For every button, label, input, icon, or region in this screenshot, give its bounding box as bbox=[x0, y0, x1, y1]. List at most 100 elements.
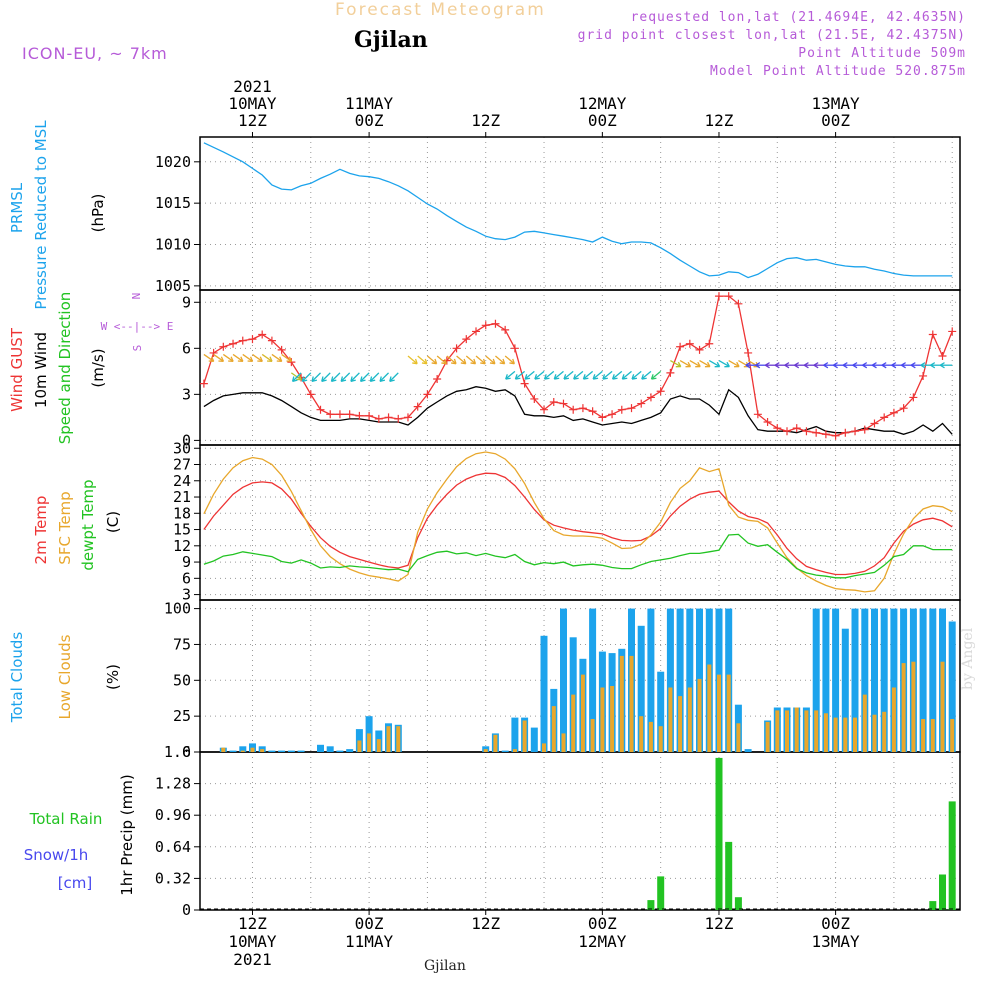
total-clouds-bar bbox=[647, 608, 655, 752]
wind-gust-marker bbox=[248, 335, 257, 344]
temperature-ytick-label: 6 bbox=[182, 569, 191, 587]
wind-direction-arrowhead bbox=[891, 362, 897, 369]
low-clouds-bar bbox=[911, 661, 916, 752]
side-label-cm: [cm] bbox=[58, 874, 93, 892]
wind-direction-arrowhead bbox=[228, 356, 234, 362]
wind-gust-marker bbox=[734, 299, 743, 308]
low-clouds-bar bbox=[250, 747, 255, 752]
wind-direction-arrow bbox=[573, 370, 584, 380]
wind-gust-marker bbox=[860, 425, 869, 434]
bottom-time-label: 12Z bbox=[238, 914, 267, 933]
wind-gust-marker bbox=[452, 344, 461, 353]
wind-direction-arrowhead bbox=[301, 376, 308, 382]
gridpoint-coords: grid point closest lon,lat (21.5E, 42.43… bbox=[577, 28, 966, 43]
wind-series-wind-gust bbox=[203, 295, 953, 437]
temperature-ytick-label: 30 bbox=[173, 439, 191, 457]
wind-direction-arrowhead bbox=[451, 358, 457, 365]
top-time-label: 11MAY bbox=[345, 94, 394, 113]
wind-direction-arrowhead bbox=[774, 362, 780, 369]
total-clouds-bar bbox=[861, 608, 869, 752]
wind-direction-arrowhead bbox=[321, 376, 327, 382]
wind-direction-arrow bbox=[544, 370, 555, 380]
model-label: ICON-EU, ~ 7km bbox=[22, 44, 168, 63]
temperature-ytick-label: 12 bbox=[173, 537, 191, 555]
total-clouds-bar bbox=[511, 717, 519, 752]
side-label-pressure-msl: Pressure Reduced to MSL bbox=[32, 120, 50, 310]
wind-direction-arrowhead bbox=[602, 374, 608, 380]
wind-direction-arrowhead bbox=[852, 362, 858, 369]
total-clouds-bar bbox=[540, 635, 548, 752]
wind-direction-arrowhead bbox=[582, 374, 589, 380]
low-clouds-bar bbox=[882, 711, 887, 752]
wind-direction-arrowhead bbox=[499, 358, 506, 365]
model-altitude: Model Point Altitude 520.875m bbox=[710, 64, 966, 79]
wind-direction-arrow bbox=[232, 353, 244, 362]
bottom-time-label: 12Z bbox=[705, 914, 734, 933]
wind-gust-marker bbox=[384, 413, 393, 422]
wind-direction-arrow bbox=[446, 355, 457, 365]
clouds-ytick-label: 50 bbox=[173, 671, 191, 689]
wind-gust-marker bbox=[423, 390, 432, 399]
wind-gust-marker bbox=[540, 405, 549, 414]
wind-gust-marker bbox=[899, 404, 908, 413]
side-label-ms: (m/s) bbox=[89, 348, 107, 387]
wind-gust-marker bbox=[685, 339, 694, 348]
low-clouds-bar bbox=[940, 661, 945, 752]
wind-gust-marker bbox=[821, 430, 830, 439]
wind-gust-marker bbox=[520, 379, 529, 388]
wind-gust-marker bbox=[355, 411, 364, 420]
requested-coords: requested lon,lat (21.4694E, 42.4635N) bbox=[630, 10, 966, 25]
low-clouds-bar bbox=[891, 687, 896, 752]
wind-gust-marker bbox=[306, 390, 315, 399]
wind-direction-arrow bbox=[360, 372, 370, 382]
low-clouds-bar bbox=[493, 734, 498, 752]
wind-direction-arrowhead bbox=[208, 356, 215, 362]
wind-direction-arrowhead bbox=[330, 376, 337, 382]
wind-gust-marker bbox=[637, 399, 646, 408]
wind-direction-arrowhead bbox=[650, 374, 657, 380]
total-clouds-bar bbox=[686, 608, 694, 752]
wind-gust-marker bbox=[413, 402, 422, 411]
wind-direction-arrowhead bbox=[704, 361, 711, 368]
side-label-hpa: (hPa) bbox=[89, 194, 107, 233]
wind-direction-arrowhead bbox=[794, 362, 800, 369]
top-time-label: 10MAY bbox=[228, 94, 277, 113]
total-clouds-bar bbox=[560, 608, 567, 752]
wind-direction-arrow bbox=[485, 355, 496, 365]
bottom-time-label: 10MAY bbox=[228, 932, 277, 951]
wind-gust-marker bbox=[812, 428, 821, 437]
wind-direction-arrowhead bbox=[237, 356, 244, 362]
wind-gust-marker bbox=[938, 351, 947, 360]
wind-gust-marker bbox=[802, 427, 811, 436]
wind-gust-marker bbox=[491, 319, 500, 328]
wind-direction-arrowhead bbox=[573, 374, 579, 380]
wind-gust-marker bbox=[374, 414, 383, 423]
precip-frame bbox=[199, 751, 961, 911]
precip-ytick-label: 1.28 bbox=[155, 775, 191, 793]
temperature-ytick-label: 21 bbox=[173, 488, 191, 506]
wind-direction-arrow bbox=[456, 355, 467, 365]
wind-direction-arrowhead bbox=[621, 374, 628, 380]
top-time-label: 00Z bbox=[588, 111, 617, 130]
wind-gust-marker bbox=[744, 348, 753, 357]
total-clouds-bar bbox=[336, 750, 344, 752]
temperature-series-sfc-temp bbox=[203, 451, 953, 593]
wind-direction-arrow bbox=[679, 360, 691, 368]
wind-direction-arrowhead bbox=[631, 374, 638, 380]
wind-direction-arrow bbox=[340, 372, 351, 382]
wind-direction-arrowhead bbox=[311, 376, 318, 382]
wind-gust-marker bbox=[578, 404, 587, 413]
total-clouds-bar bbox=[851, 608, 859, 752]
wind-ytick-label: 6 bbox=[182, 339, 191, 357]
wind-direction-arrowhead bbox=[421, 358, 428, 365]
wind-gust-marker bbox=[656, 387, 665, 396]
wind-gust-marker bbox=[841, 428, 850, 437]
precip-ytick-label: 1.6 bbox=[164, 743, 191, 761]
side-label-snow: Snow/1h bbox=[24, 846, 89, 864]
low-clouds-bar bbox=[687, 687, 692, 752]
wind-direction-arrow bbox=[379, 372, 390, 382]
wind-gust-marker bbox=[365, 411, 374, 420]
wind-direction-arrowhead bbox=[611, 374, 618, 380]
low-clouds-bar bbox=[930, 719, 935, 752]
wind-gust-marker bbox=[345, 410, 354, 419]
